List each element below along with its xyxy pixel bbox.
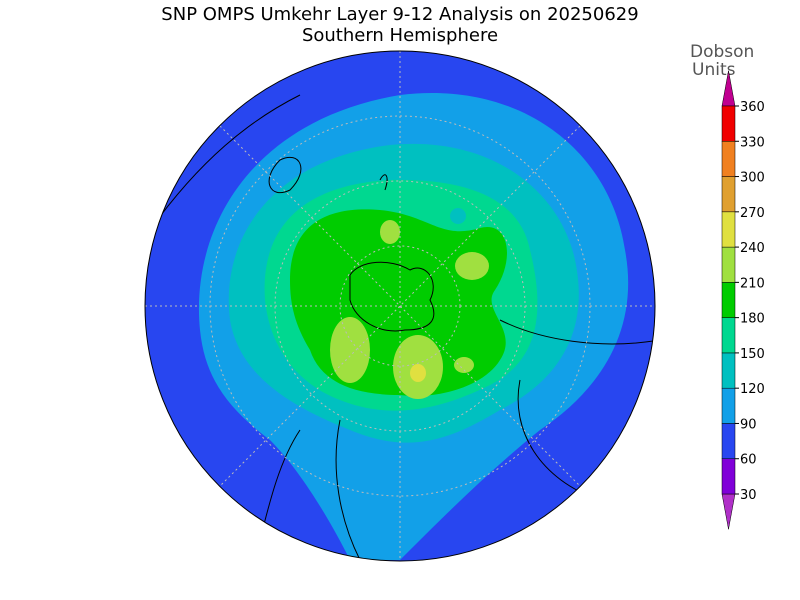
- title: SNP OMPS Umkehr Layer 9-12 Analysis on 2…: [161, 4, 638, 25]
- colorbar-bin: [721, 282, 736, 318]
- colorbar-bin: [721, 387, 736, 424]
- colorbar-bin: [721, 317, 736, 354]
- graticule: [145, 51, 655, 561]
- contour-fill: [330, 317, 370, 383]
- colorbar-tick-label: 270: [740, 206, 765, 221]
- colorbar-tick-label: 300: [740, 171, 765, 186]
- colorbar-bin: [721, 246, 736, 283]
- colorbar-tick-label: 150: [740, 347, 765, 362]
- contour-fill: [454, 357, 474, 373]
- colorbar-tick-label: 60: [740, 453, 757, 468]
- colorbar-bin: [721, 211, 736, 248]
- colorbar-extend-low: [721, 493, 736, 530]
- colorbar-bin: [721, 458, 736, 495]
- colorbar-label: Units: [692, 60, 736, 80]
- coastline: [349, 261, 435, 332]
- subtitle: Southern Hemisphere: [302, 25, 498, 46]
- colorbar-tick-label: 120: [740, 382, 765, 397]
- colorbar-label: Dobson: [690, 42, 754, 62]
- colorbar-tick-label: 30: [740, 488, 757, 503]
- ozone-map: [145, 51, 655, 561]
- colorbar-bin: [721, 141, 736, 177]
- colorbar-tick-label: 210: [740, 276, 765, 291]
- contour-fill: [450, 208, 466, 224]
- map-border: [144, 50, 656, 562]
- contour-fill: [380, 220, 400, 244]
- colorbar-tick-label: 180: [740, 312, 765, 327]
- contour-fill: [455, 252, 489, 280]
- colorbar-tick-label: 90: [740, 417, 757, 432]
- colorbar-tick-label: 360: [740, 100, 765, 115]
- coastline: [149, 94, 655, 561]
- colorbar-bin: [721, 423, 736, 459]
- colorbar-bin: [721, 352, 736, 389]
- colorbar-tick-label: 330: [740, 135, 765, 150]
- contour-fill: [410, 364, 426, 382]
- colorbar-tick-label: 240: [740, 241, 765, 256]
- colorbar-bin: [721, 176, 736, 213]
- colorbar-bin: [721, 105, 736, 142]
- colorbar: 30 60 90 120 150 180 210 240 270 300 330 360: [721, 70, 765, 530]
